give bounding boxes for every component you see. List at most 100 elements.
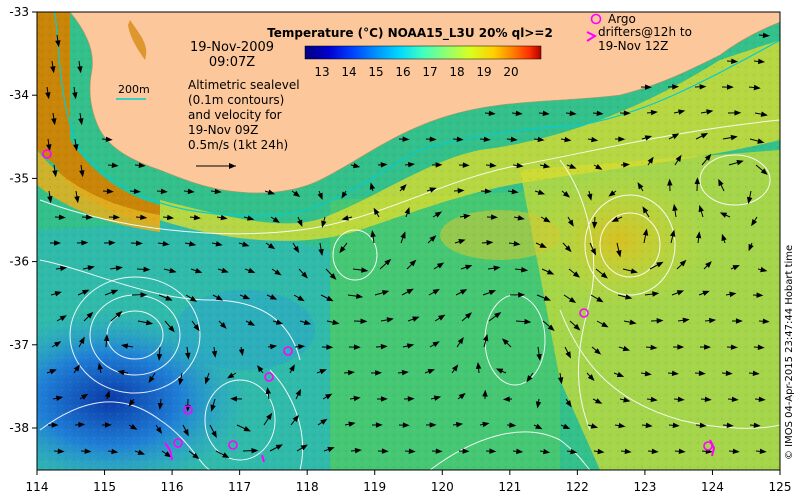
drifter-track xyxy=(709,439,716,457)
velocity-arrowhead xyxy=(537,136,545,143)
velocity-arrowhead xyxy=(49,369,57,375)
eddy-contour xyxy=(69,276,201,394)
velocity-arrowhead xyxy=(457,188,465,194)
colorbar-tick-label: 13 xyxy=(314,65,329,79)
velocity-arrowhead xyxy=(667,178,673,186)
velocity-arrowhead xyxy=(435,162,443,168)
velocity-arrowhead xyxy=(329,273,337,280)
velocity-arrowhead xyxy=(135,240,143,246)
eddy-contour xyxy=(332,229,378,281)
velocity-arrowhead xyxy=(157,402,164,411)
contour-line xyxy=(39,119,780,235)
velocity-arrowhead xyxy=(652,291,660,297)
velocity-arrowhead xyxy=(272,216,280,223)
y-tick-label: -35 xyxy=(9,171,29,185)
velocity-arrowhead xyxy=(402,136,410,142)
velocity-arrowhead xyxy=(458,239,466,245)
velocity-arrowhead xyxy=(611,216,619,222)
contour-line xyxy=(559,159,595,431)
velocity-arrowhead xyxy=(242,241,250,247)
velocity-arrowhead xyxy=(600,272,608,279)
velocity-arrowhead xyxy=(695,231,702,239)
velocity-arrowhead xyxy=(489,448,497,454)
velocity-arrowhead xyxy=(297,295,305,302)
velocity-vectors xyxy=(45,32,770,460)
velocity-arrowhead xyxy=(543,163,551,169)
eddy-contour xyxy=(699,154,771,206)
contour-line xyxy=(429,431,591,470)
velocity-arrowhead xyxy=(494,312,502,319)
argo-float-marker xyxy=(579,308,589,318)
annotation-line: 0.5m/s (1kt 24h) xyxy=(188,138,288,152)
velocity-arrowhead xyxy=(677,344,685,350)
velocity-arrowhead xyxy=(81,289,90,296)
velocity-arrowhead xyxy=(433,395,442,401)
velocity-arrowhead xyxy=(456,136,464,142)
annotation-line: (0.1m contours) xyxy=(188,93,284,107)
velocity-arrowhead xyxy=(341,215,349,221)
velocity-arrowhead xyxy=(462,162,470,168)
velocity-arrowhead xyxy=(373,207,380,215)
velocity-arrowhead xyxy=(482,389,488,397)
velocity-arrowhead xyxy=(509,422,517,428)
velocity-arrowhead xyxy=(401,369,409,376)
velocity-arrowhead xyxy=(188,241,197,247)
velocity-arrowhead xyxy=(734,110,742,116)
velocity-arrowhead xyxy=(732,264,740,271)
velocity-arrowhead xyxy=(140,292,148,298)
velocity-arrowhead xyxy=(319,369,327,375)
x-tick-label: 116 xyxy=(161,480,184,494)
velocity-arrowhead xyxy=(406,288,414,295)
velocity-arrowhead xyxy=(289,364,295,372)
plot-area: 19-Nov-2009 09:07Z 200m Altimetric seale… xyxy=(37,12,780,470)
velocity-arrowhead xyxy=(78,422,86,428)
velocity-arrowhead xyxy=(275,444,283,450)
velocity-arrowhead xyxy=(193,214,201,221)
velocity-arrowhead xyxy=(222,452,230,459)
velocity-arrowhead xyxy=(511,188,519,195)
velocity-arrowhead xyxy=(168,325,175,333)
velocity-arrowhead xyxy=(568,296,577,304)
velocity-arrowhead xyxy=(269,294,278,300)
velocity-arrowhead xyxy=(247,320,256,326)
velocity-arrowhead xyxy=(78,118,84,126)
velocity-arrowhead xyxy=(475,361,482,370)
velocity-arrowhead xyxy=(220,214,228,221)
velocity-arrowhead xyxy=(488,289,497,296)
velocity-arrowhead xyxy=(546,269,555,275)
velocity-arrowhead xyxy=(138,162,146,169)
velocity-arrowhead xyxy=(488,110,496,117)
velocity-arrowhead xyxy=(456,421,464,428)
velocity-arrowhead xyxy=(317,192,323,201)
velocity-arrowhead xyxy=(84,448,92,454)
velocity-arrowhead xyxy=(671,133,680,140)
velocity-arrowhead xyxy=(303,319,312,325)
velocity-arrowhead xyxy=(543,295,551,301)
velocity-arrowhead xyxy=(369,182,376,190)
velocity-arrowhead xyxy=(360,318,368,324)
velocity-arrowhead xyxy=(539,242,547,248)
velocity-arrowhead xyxy=(145,319,154,326)
velocity-arrowhead xyxy=(618,136,626,142)
velocity-arrowhead xyxy=(729,291,737,298)
velocity-arrowhead xyxy=(677,396,685,403)
velocity-arrowhead xyxy=(81,240,89,246)
colorbar-tick-label: 17 xyxy=(422,65,437,79)
velocity-arrowhead xyxy=(189,295,198,302)
y-tick-label: -37 xyxy=(9,338,29,352)
velocity-arrowhead xyxy=(759,448,767,455)
velocity-arrowhead xyxy=(298,343,306,350)
velocity-arrowhead xyxy=(547,324,555,331)
velocity-arrowhead xyxy=(656,261,664,268)
velocity-arrowhead xyxy=(608,190,616,197)
colorbar-tick-label: 15 xyxy=(368,65,383,79)
velocity-arrowhead xyxy=(762,32,770,39)
velocity-arrowhead xyxy=(400,231,406,239)
velocity-arrowhead xyxy=(642,206,649,214)
contour-line xyxy=(269,369,304,470)
velocity-arrowhead xyxy=(409,259,417,267)
x-tick-label: 117 xyxy=(228,480,251,494)
colorbar xyxy=(304,45,542,60)
velocity-arrowhead xyxy=(623,162,631,168)
velocity-arrowhead xyxy=(438,314,446,321)
